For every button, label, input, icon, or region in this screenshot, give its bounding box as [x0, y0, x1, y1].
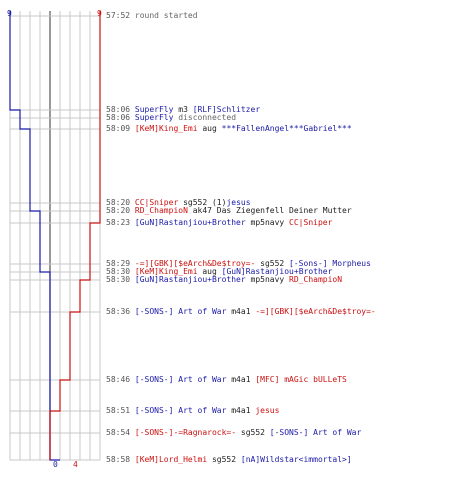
blue-player: [GuN]Rastanjiou+Brother — [134, 275, 246, 284]
event-text: sg552 — [255, 259, 290, 268]
red-team-final-label: 4 — [73, 460, 78, 469]
event-text: aug — [197, 124, 222, 133]
event-time: 58:20 — [106, 206, 135, 215]
event-time: 58:29 — [106, 259, 135, 268]
event-time: 58:51 — [106, 406, 135, 415]
event-text: m4a1 — [226, 406, 256, 415]
red-team-max-label: 9 — [97, 9, 102, 18]
event-text: mp5navy — [245, 218, 290, 227]
event-row: 58:51 [-SONS-] Art of War m4a1 jesus — [106, 406, 279, 416]
blue-player: SuperFly — [134, 105, 174, 114]
event-text: sg552 — [236, 428, 270, 437]
blue-player: [-SONS-] Art of War — [134, 406, 227, 415]
event-text: sg552 (1) — [178, 198, 227, 207]
event-row: 58:20 RD_ChampioN ak47 Das Ziegenfell De… — [106, 206, 352, 216]
event-time: 58:06 — [106, 113, 135, 122]
event-row: 58:09 [KeM]King_Emi aug ***FallenAngel**… — [106, 124, 352, 134]
event-time: 58:36 — [106, 307, 135, 316]
event-text: sg552 — [207, 455, 241, 464]
red-player: -=][GBK][$eArch&De$troy=- — [134, 259, 256, 268]
event-row: 58:23 [GuN]Rastanjiou+Brother mp5navy CC… — [106, 218, 332, 228]
red-player: [-SONS-]-=Ragnarock=- — [134, 428, 237, 437]
event-text: mp5navy — [245, 275, 290, 284]
blue-player: [-SONS-] Art of War — [134, 375, 227, 384]
event-text: ak47 Das Ziegenfell Deiner Mutter — [187, 206, 352, 215]
event-row: 58:20 CC|Sniper sg552 (1)jesus — [106, 198, 251, 208]
event-row: 58:06 SuperFly m3 [RLF]Schlitzer — [106, 105, 260, 115]
event-time: 58:30 — [106, 275, 135, 284]
event-text: round started — [134, 11, 198, 20]
event-time: 58:20 — [106, 198, 135, 207]
event-row: 58:30 [KeM]King_Emi aug [GuN]Rastanjiou+… — [106, 267, 332, 277]
event-time: 58:58 — [106, 455, 135, 464]
red-player: RD_ChampioN — [134, 206, 188, 215]
event-text: aug — [197, 267, 222, 276]
event-time: 57:52 — [106, 11, 135, 20]
event-row: 57:52 round started — [106, 11, 198, 21]
blue-player: ***FallenAngel***Gabriel*** — [221, 124, 352, 133]
event-text: m3 — [173, 105, 193, 114]
red-player: CC|Sniper — [134, 198, 179, 207]
blue-player: [GuN]Rastanjiou+Brother — [134, 218, 246, 227]
blue-player: [-SONS-] Art of War — [134, 307, 227, 316]
event-row: 58:29 -=][GBK][$eArch&De$troy=- sg552 [-… — [106, 259, 371, 269]
blue-player: [RLF]Schlitzer — [192, 105, 261, 114]
event-time: 58:06 — [106, 105, 135, 114]
event-row: 58:30 [GuN]Rastanjiou+Brother mp5navy RD… — [106, 275, 342, 285]
blue-team-max-label: 9 — [7, 9, 12, 18]
event-text: m4a1 — [226, 375, 256, 384]
blue-player: [-SONS-] Art of War — [269, 428, 362, 437]
blue-player: [-Sons-] Morpheus — [289, 259, 371, 268]
team-lines — [9, 11, 101, 461]
event-row: 58:58 [KeM]Lord_Helmi sg552 [nA]Wildstar… — [106, 455, 352, 465]
event-time: 58:30 — [106, 267, 135, 276]
event-text: m4a1 — [226, 307, 256, 316]
event-time: 58:09 — [106, 124, 135, 133]
red-player: [KeM]King_Emi — [134, 267, 198, 276]
blue-team-final-label: 0 — [53, 460, 58, 469]
event-row: 58:54 [-SONS-]-=Ragnarock=- sg552 [-SONS… — [106, 428, 361, 438]
event-time: 58:46 — [106, 375, 135, 384]
event-time: 58:54 — [106, 428, 135, 437]
blue-player: jesus — [226, 198, 251, 207]
event-text: disconnected — [173, 113, 237, 122]
blue-player: [nA]Wildstar<immortal>] — [240, 455, 352, 464]
red-player: [KeM]Lord_Helmi — [134, 455, 208, 464]
blue-player: [GuN]Rastanjiou+Brother — [221, 267, 333, 276]
red-player: [MFC] mAGic bULLeTS — [255, 375, 347, 384]
event-row: 58:36 [-SONS-] Art of War m4a1 -=][GBK][… — [106, 307, 376, 317]
event-row: 58:46 [-SONS-] Art of War m4a1 [MFC] mAG… — [106, 375, 347, 385]
timeline-grid — [9, 11, 101, 461]
blue-player: SuperFly — [134, 113, 174, 122]
red-team-line — [49, 11, 101, 460]
event-row: 58:06 SuperFly disconnected — [106, 113, 236, 123]
blue-team-line — [9, 11, 60, 461]
red-player: CC|Sniper — [289, 218, 333, 227]
event-time: 58:23 — [106, 218, 135, 227]
red-player: RD_ChampioN — [289, 275, 343, 284]
red-player: -=][GBK][$eArch&De$troy=- — [255, 307, 376, 316]
red-player: jesus — [255, 406, 280, 415]
red-player: [KeM]King_Emi — [134, 124, 198, 133]
